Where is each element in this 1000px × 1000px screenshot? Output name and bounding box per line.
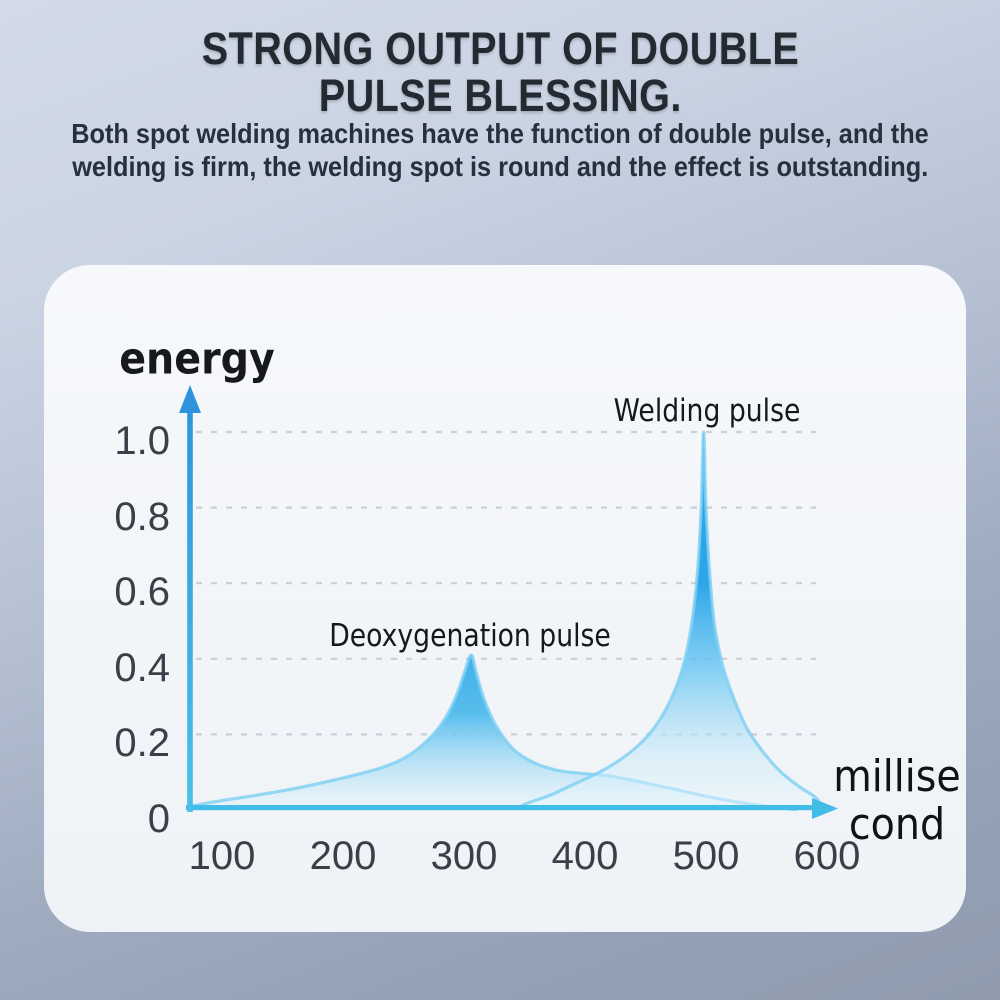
y-axis-title: energy — [119, 333, 275, 385]
x-axis-title-line-1: millise — [833, 751, 961, 802]
x-tick-label: 200 — [309, 834, 377, 878]
x-axis-title-line-2: cond — [848, 799, 946, 850]
y-tick-label: 0.8 — [114, 494, 170, 539]
x-axis-arrow-icon — [812, 798, 838, 819]
x-tick-label: 500 — [672, 834, 740, 878]
annotation-deoxygenation-pulse: Deoxygenation pulse — [329, 618, 611, 654]
y-tick-label: 0 — [147, 797, 170, 841]
title-line-1: STRONG OUTPUT OF DOUBLE — [201, 23, 799, 74]
page-subtitle: Both spot welding machines have the func… — [0, 117, 1000, 183]
y-tick-label: 0.6 — [114, 570, 170, 615]
pulse-area-welding — [518, 432, 831, 810]
chart-card — [44, 265, 966, 932]
annotation-welding-pulse: Welding pulse — [613, 393, 801, 429]
x-tick-label: 100 — [188, 834, 256, 878]
y-axis-arrow-icon — [179, 385, 201, 413]
page-title: STRONG OUTPUT OF DOUBLE PULSE BLESSING. — [0, 25, 1000, 119]
subtitle-line-1: Both spot welding machines have the func… — [71, 118, 929, 149]
x-tick-label: 300 — [430, 834, 498, 878]
title-line-2: PULSE BLESSING. — [318, 70, 682, 121]
x-axis-title: millise cond — [826, 753, 968, 849]
pulse-area-deoxygenation — [190, 654, 797, 810]
y-tick-label: 1.0 — [114, 419, 170, 463]
y-axis-line — [187, 392, 193, 812]
subtitle-line-2: welding is firm, the welding spot is rou… — [71, 151, 929, 182]
y-tick-label: 0.2 — [114, 721, 170, 766]
pulse-outline-welding — [517, 430, 832, 812]
x-tick-label: 400 — [551, 834, 619, 878]
x-axis-line — [186, 805, 812, 811]
x-tick-label: 600 — [793, 834, 861, 878]
y-tick-label: 0.4 — [114, 645, 170, 690]
